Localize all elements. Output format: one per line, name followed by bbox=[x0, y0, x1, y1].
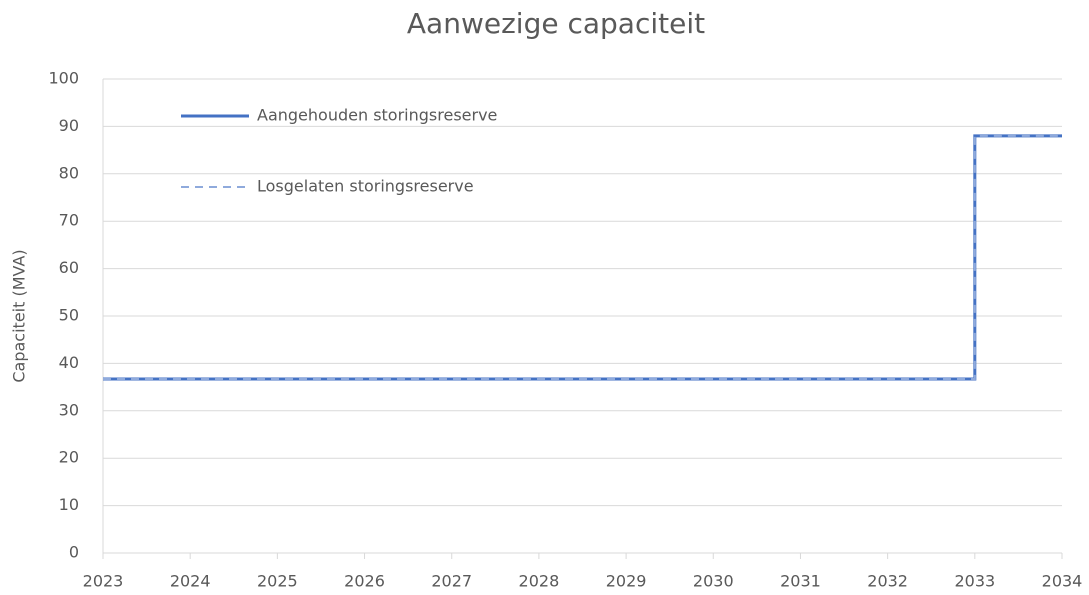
x-tick-label: 2027 bbox=[431, 572, 472, 591]
y-tick-label: 80 bbox=[59, 163, 79, 182]
chart-title: Aanwezige capaciteit bbox=[407, 7, 705, 40]
x-tick-label: 2030 bbox=[693, 572, 734, 591]
y-tick-label: 10 bbox=[59, 495, 79, 514]
series-line bbox=[103, 134, 1062, 381]
y-tick-label: 90 bbox=[59, 116, 79, 135]
x-tick-label: 2025 bbox=[257, 572, 298, 591]
x-tick-label: 2033 bbox=[954, 572, 995, 591]
x-tick-label: 2024 bbox=[170, 572, 211, 591]
x-tick-label: 2028 bbox=[519, 572, 560, 591]
y-tick-label: 30 bbox=[59, 400, 79, 419]
legend-label: Losgelaten storingsreserve bbox=[257, 177, 474, 196]
y-tick-label: 70 bbox=[59, 211, 79, 230]
y-tick-label: 20 bbox=[59, 448, 79, 467]
x-tick-label: 2029 bbox=[606, 572, 647, 591]
x-tick-label: 2032 bbox=[867, 572, 908, 591]
y-tick-label: 50 bbox=[59, 306, 79, 325]
x-tick-label: 2034 bbox=[1042, 572, 1083, 591]
y-tick-label: 100 bbox=[48, 69, 79, 88]
y-axis-label: Capaciteit (MVA) bbox=[10, 249, 29, 382]
y-tick-label: 0 bbox=[69, 543, 79, 562]
y-tick-label: 60 bbox=[59, 258, 79, 277]
x-tick-label: 2026 bbox=[344, 572, 385, 591]
series-line bbox=[103, 134, 1062, 381]
legend-label: Aangehouden storingsreserve bbox=[257, 106, 497, 125]
x-tick-label: 2023 bbox=[83, 572, 124, 591]
y-tick-label: 40 bbox=[59, 353, 79, 372]
x-tick-label: 2031 bbox=[780, 572, 821, 591]
